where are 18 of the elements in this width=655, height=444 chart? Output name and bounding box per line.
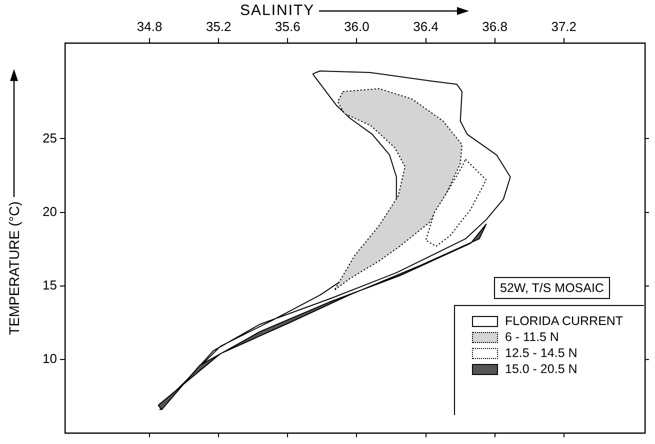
legend-label: 15.0 - 20.5 N [505, 362, 578, 376]
x-tick-label: 35.6 [275, 18, 300, 34]
y-tick-label: 25 [42, 130, 57, 146]
y-tick-label: 15 [42, 278, 57, 293]
y-tick-label: 20 [42, 204, 57, 219]
legend-label: 12.5 - 14.5 N [505, 346, 578, 360]
x-tick-label: 34.8 [136, 18, 162, 34]
legend-title: 52W, T/S MOSAIC [494, 277, 610, 299]
y-tick-label: 10 [42, 351, 57, 366]
x-tick-label: 36.4 [413, 18, 438, 34]
legend-label: 6 - 11.5 N [505, 330, 559, 344]
x-axis-title: SALINITY [240, 2, 315, 19]
legend-label: FLORIDA CURRENT [505, 314, 624, 328]
x-tick-label: 35.2 [206, 18, 232, 34]
x-tick-label: 36.8 [482, 18, 508, 34]
x-tick-label: 36.0 [344, 18, 370, 34]
y-axis-title: TEMPERATURE (°C) [6, 201, 22, 335]
x-tick-label: 37.2 [551, 18, 577, 34]
